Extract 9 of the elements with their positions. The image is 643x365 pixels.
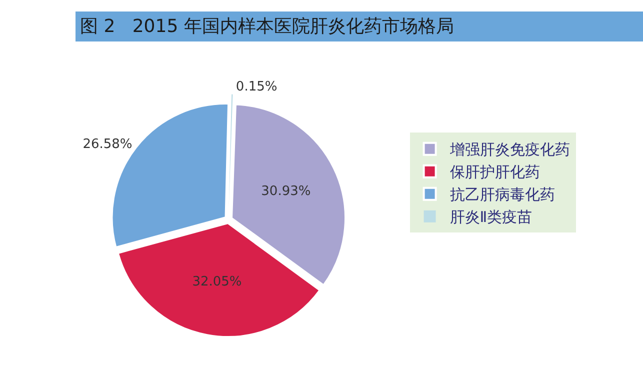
chart-title: 图 2 2015 年国内样本医院肝炎化药市场格局 [80,16,454,37]
data-label: 32.05% [192,274,242,290]
legend-label: 肝炎Ⅱ类疫苗 [450,208,532,226]
data-label: 30.93% [261,184,311,200]
legend-label: 增强肝炎免疫化药 [448,140,570,159]
legend-label: 保肝护肝化药 [450,163,540,182]
legend-label: 抗乙肝病毒化药 [450,186,555,204]
data-label: 0.15% [236,79,278,94]
data-label: 26.58% [82,136,132,152]
